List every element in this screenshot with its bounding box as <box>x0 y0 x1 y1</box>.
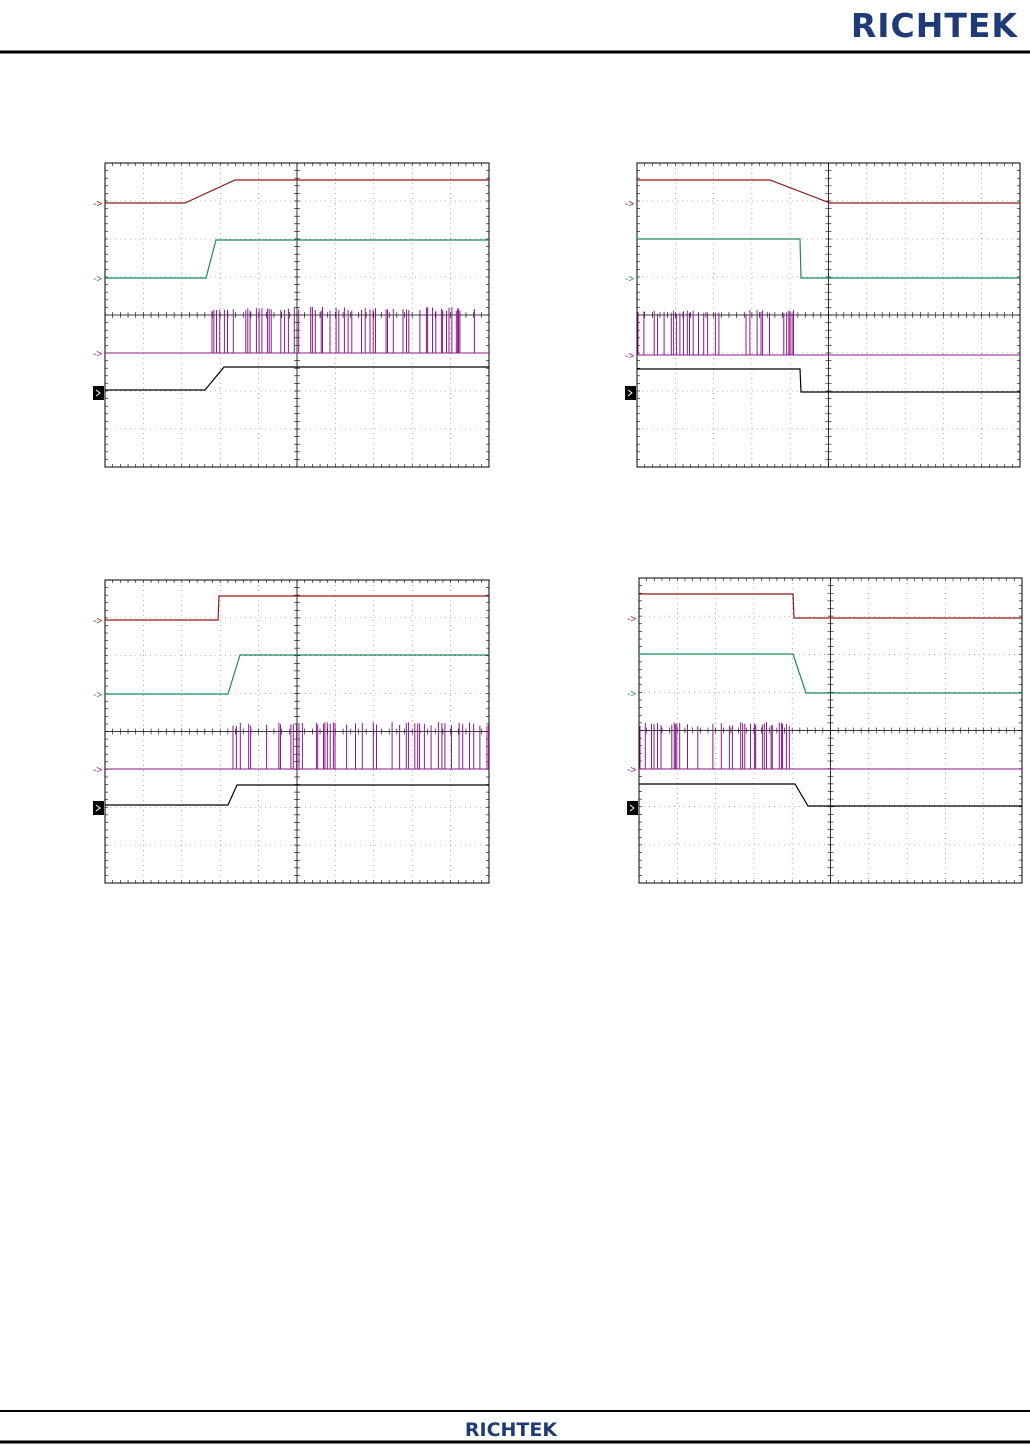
level-trace <box>105 784 489 806</box>
switching-trace <box>639 722 1022 770</box>
channel-marker <box>627 801 638 815</box>
channel-marker <box>93 386 104 400</box>
scope-screen: -> -> -> <box>93 162 490 468</box>
level-trace <box>105 239 489 279</box>
switching-trace <box>105 307 489 354</box>
scope-screen: -> -> -> <box>627 577 1023 884</box>
footer-logo: RICHTEK <box>465 1419 558 1441</box>
channel-marker <box>627 389 633 397</box>
channel-marker <box>95 804 101 812</box>
channel-marker: -> <box>93 199 102 210</box>
level-trace <box>105 366 489 391</box>
channel-marker: -> <box>93 274 102 285</box>
channel-marker <box>629 804 635 812</box>
channel-marker: -> <box>625 199 634 210</box>
level-trace <box>639 653 1022 694</box>
channel-marker: -> <box>93 616 102 627</box>
channel-marker: -> <box>627 765 636 776</box>
channel-marker: -> <box>93 765 102 776</box>
level-trace <box>105 654 489 695</box>
level-trace <box>105 179 489 204</box>
channel-marker: -> <box>93 690 102 701</box>
scope-screen: -> -> -> <box>625 162 1021 468</box>
switching-trace <box>105 722 489 770</box>
level-trace <box>639 783 1022 807</box>
channel-marker: -> <box>625 351 634 362</box>
header-logo: RICHTEK <box>851 6 1019 45</box>
level-trace <box>637 238 1020 279</box>
channel-marker: -> <box>627 614 636 625</box>
switching-trace <box>637 310 1020 356</box>
channel-marker: -> <box>93 349 102 360</box>
level-trace <box>105 595 489 621</box>
channel-marker: -> <box>625 274 634 285</box>
scope-screen: -> -> -> <box>93 579 490 884</box>
channel-marker <box>95 389 101 397</box>
channel-marker: -> <box>627 689 636 700</box>
scope-captures: -> -> -> -> -> -> -> -> -> -> -> -> <box>93 162 1023 884</box>
channel-marker <box>625 386 636 400</box>
level-trace <box>639 593 1022 619</box>
level-trace <box>637 368 1020 393</box>
level-trace <box>637 179 1020 204</box>
channel-marker <box>93 801 104 815</box>
